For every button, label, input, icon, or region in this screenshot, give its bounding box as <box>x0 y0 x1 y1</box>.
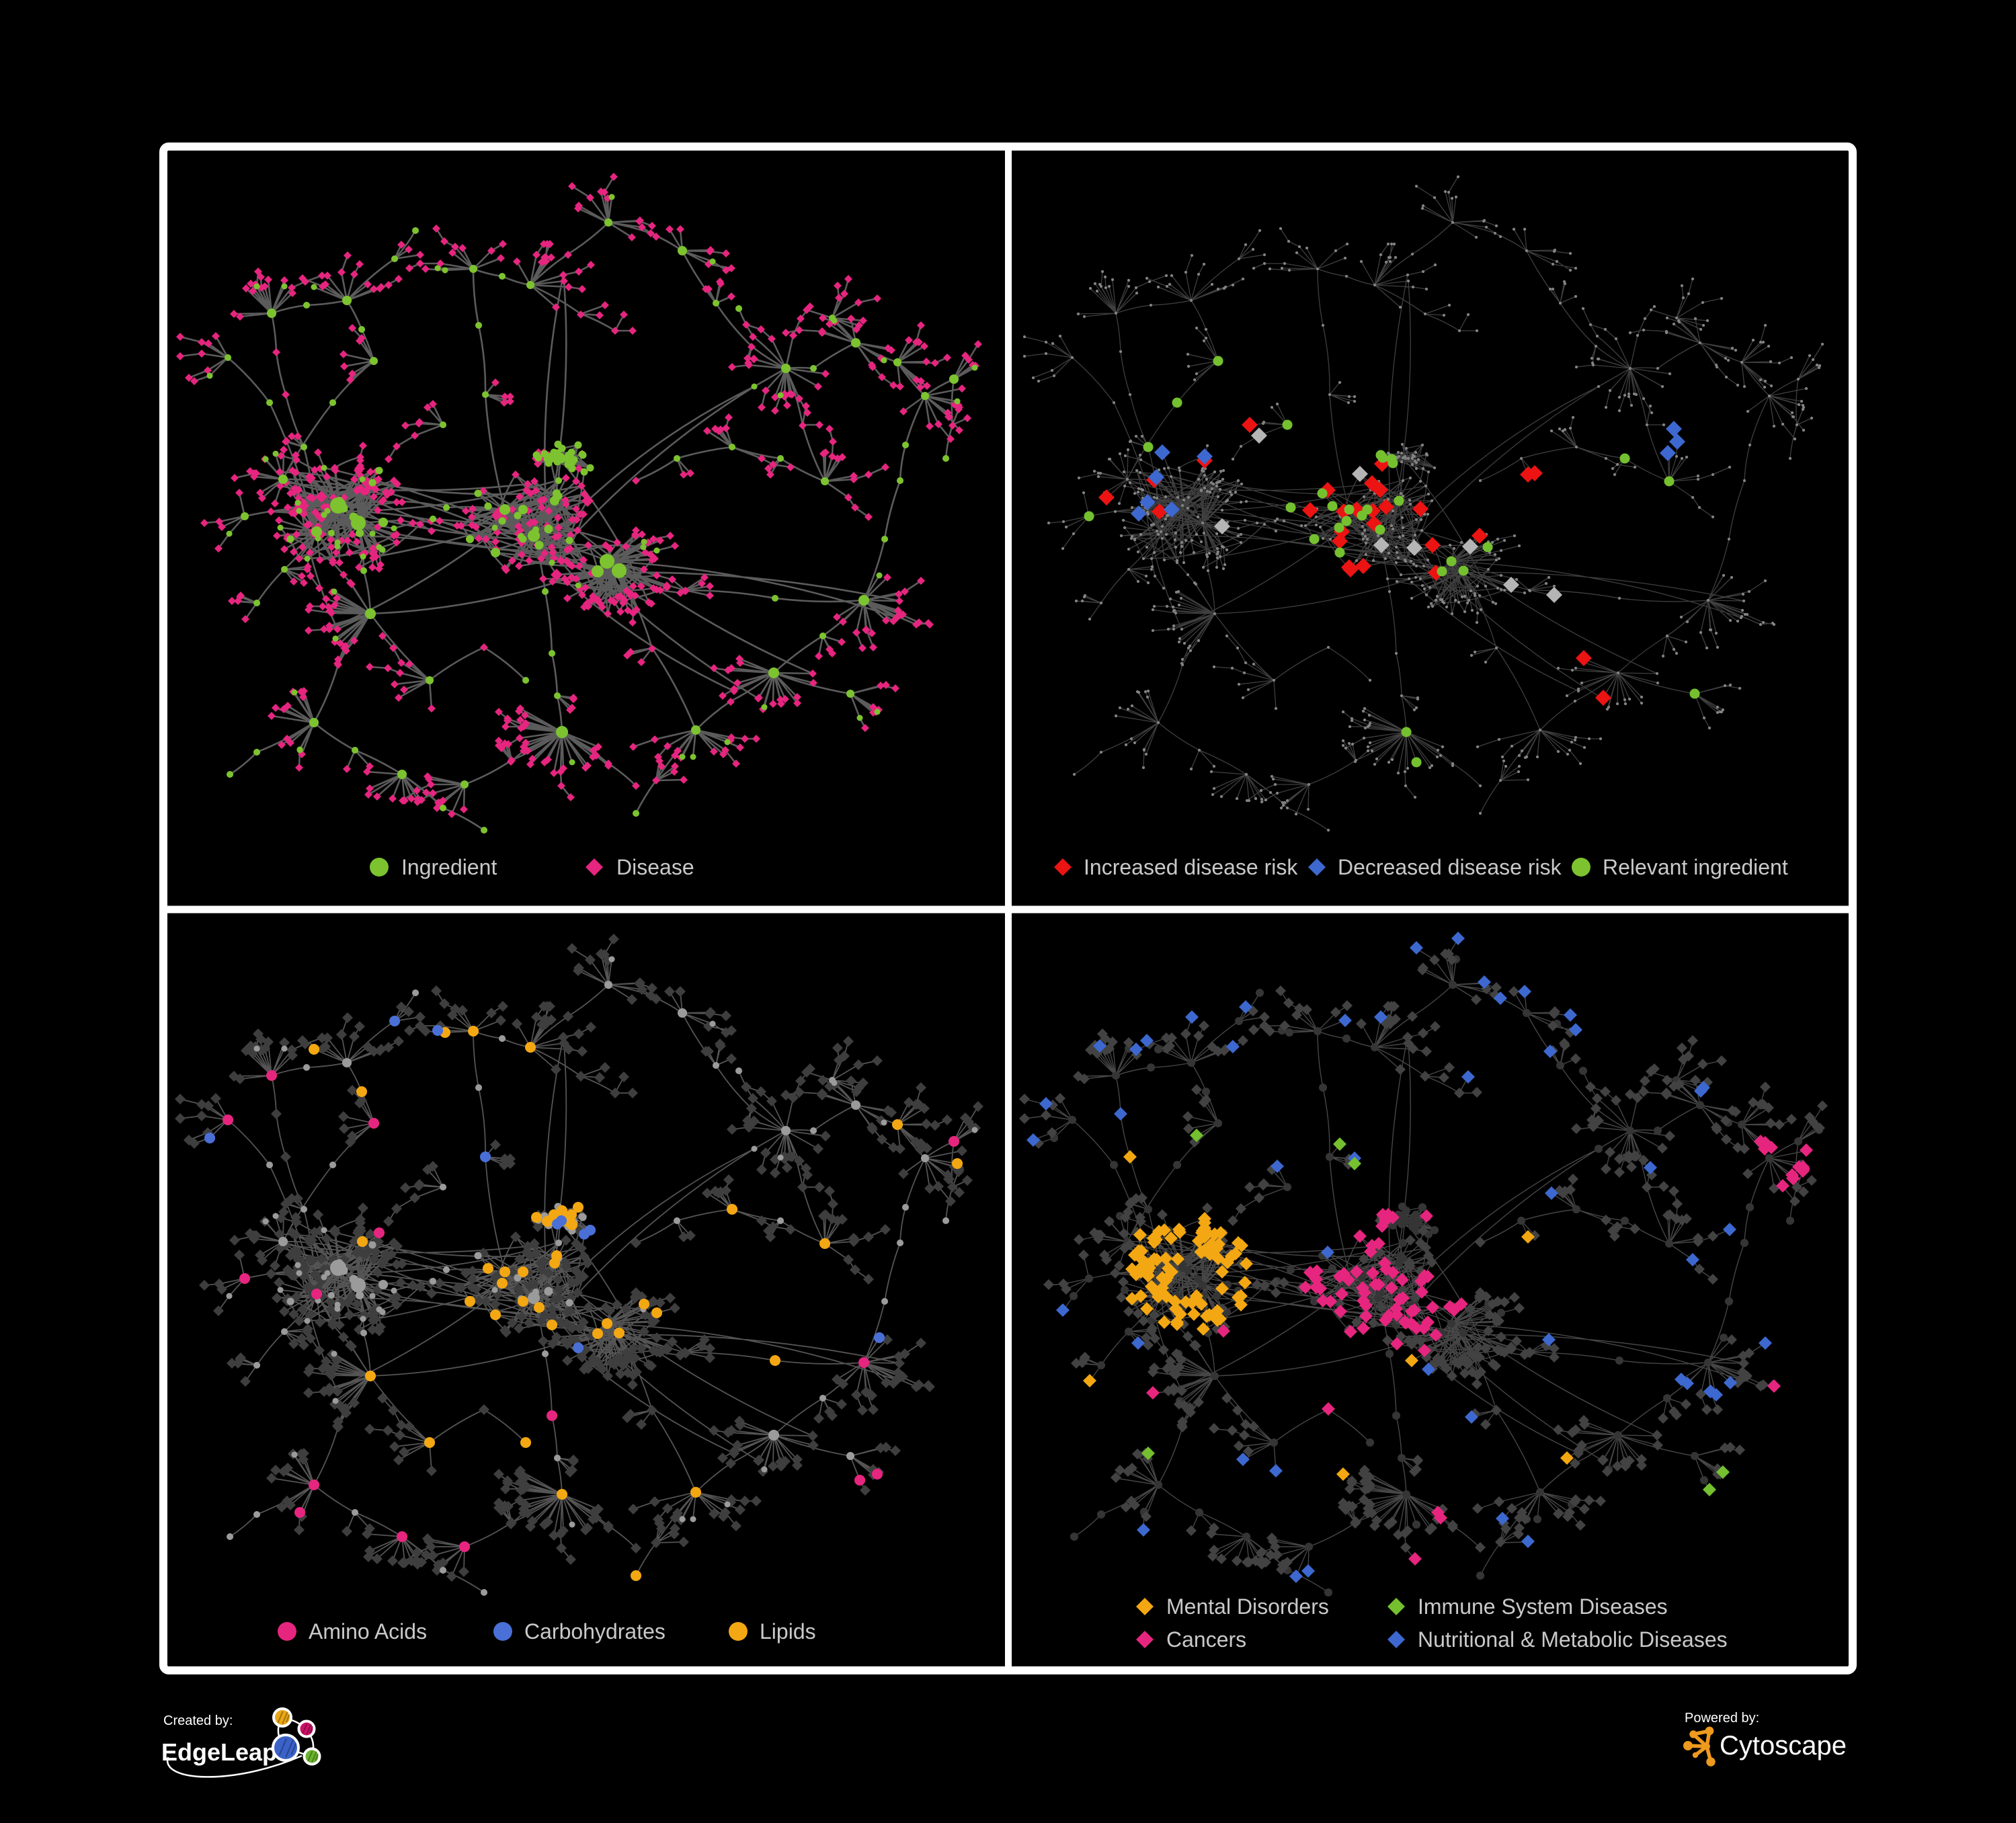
svg-text:Mental Disorders: Mental Disorders <box>1166 1594 1329 1619</box>
svg-text:Carbohydrates: Carbohydrates <box>524 1619 666 1644</box>
svg-text:Nutritional & Metabolic Diseas: Nutritional & Metabolic Diseases <box>1418 1627 1728 1652</box>
svg-text:EdgeLeap: EdgeLeap <box>161 1738 277 1766</box>
svg-text:Disease: Disease <box>616 855 694 879</box>
svg-text:Ingredient: Ingredient <box>401 855 497 879</box>
svg-text:Powered by:: Powered by: <box>1685 1711 1759 1726</box>
svg-text:Increased disease risk: Increased disease risk <box>1084 855 1298 879</box>
svg-text:Amino Acids: Amino Acids <box>309 1619 427 1644</box>
svg-text:Decreased disease risk: Decreased disease risk <box>1338 855 1562 879</box>
svg-text:Cancers: Cancers <box>1166 1627 1246 1652</box>
svg-text:Created by:: Created by: <box>163 1713 233 1728</box>
svg-text:Immune System Diseases: Immune System Diseases <box>1418 1594 1668 1619</box>
svg-text:Lipids: Lipids <box>760 1619 816 1644</box>
svg-text:Cytoscape: Cytoscape <box>1720 1731 1847 1760</box>
svg-text:Relevant ingredient: Relevant ingredient <box>1603 855 1788 879</box>
